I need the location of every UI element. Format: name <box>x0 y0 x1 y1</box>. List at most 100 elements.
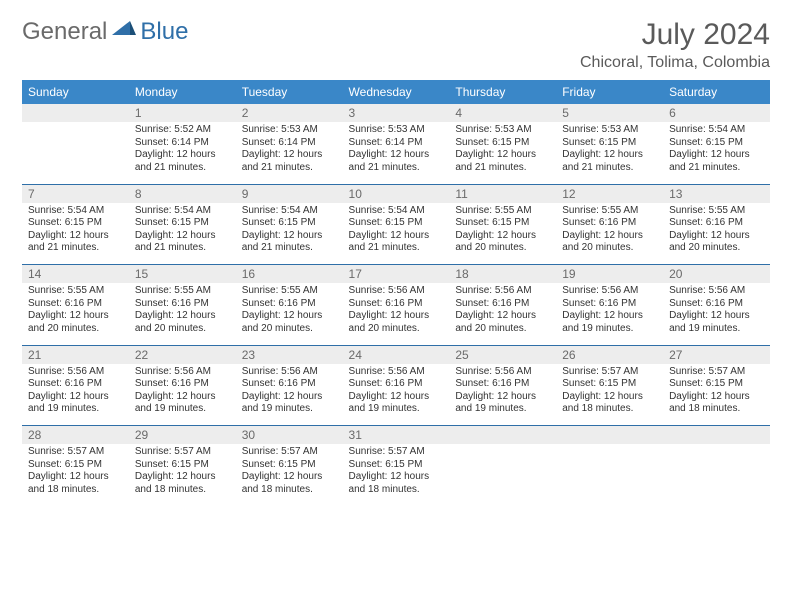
day-number-cell <box>449 426 556 445</box>
weekday-header: Monday <box>129 80 236 104</box>
day-number-cell <box>663 426 770 445</box>
day-content-cell: Sunrise: 5:57 AMSunset: 6:15 PMDaylight:… <box>343 444 450 506</box>
sunset-text: Sunset: 6:15 PM <box>349 217 444 230</box>
sunrise-text: Sunrise: 5:56 AM <box>455 285 550 298</box>
day-content-cell: Sunrise: 5:56 AMSunset: 6:16 PMDaylight:… <box>343 283 450 345</box>
day-content-cell: Sunrise: 5:54 AMSunset: 6:15 PMDaylight:… <box>663 122 770 184</box>
sunset-text: Sunset: 6:16 PM <box>349 298 444 311</box>
brand-part1: General <box>22 18 107 46</box>
day-content-cell: Sunrise: 5:55 AMSunset: 6:16 PMDaylight:… <box>236 283 343 345</box>
day-number-cell: 20 <box>663 265 770 284</box>
daylight-text: Daylight: 12 hours and 20 minutes. <box>349 310 444 335</box>
sunrise-text: Sunrise: 5:54 AM <box>669 124 764 137</box>
day-content-cell: Sunrise: 5:57 AMSunset: 6:15 PMDaylight:… <box>129 444 236 506</box>
day-content-cell: Sunrise: 5:56 AMSunset: 6:16 PMDaylight:… <box>343 364 450 426</box>
sunrise-text: Sunrise: 5:55 AM <box>135 285 230 298</box>
daylight-text: Daylight: 12 hours and 19 minutes. <box>242 391 337 416</box>
day-number-cell: 22 <box>129 345 236 364</box>
sunrise-text: Sunrise: 5:53 AM <box>562 124 657 137</box>
daylight-text: Daylight: 12 hours and 21 minutes. <box>135 149 230 174</box>
sunset-text: Sunset: 6:15 PM <box>135 217 230 230</box>
sunrise-text: Sunrise: 5:54 AM <box>242 205 337 218</box>
day-number-cell: 13 <box>663 184 770 203</box>
day-number-cell: 12 <box>556 184 663 203</box>
day-content-cell: Sunrise: 5:55 AMSunset: 6:16 PMDaylight:… <box>22 283 129 345</box>
day-content-cell <box>663 444 770 506</box>
day-number-cell: 24 <box>343 345 450 364</box>
weekday-header: Sunday <box>22 80 129 104</box>
day-number-cell: 17 <box>343 265 450 284</box>
day-content-cell: Sunrise: 5:53 AMSunset: 6:14 PMDaylight:… <box>343 122 450 184</box>
sunrise-text: Sunrise: 5:56 AM <box>562 285 657 298</box>
day-number-cell: 3 <box>343 104 450 122</box>
sunset-text: Sunset: 6:15 PM <box>562 378 657 391</box>
day-content-row: Sunrise: 5:56 AMSunset: 6:16 PMDaylight:… <box>22 364 770 426</box>
sunset-text: Sunset: 6:16 PM <box>135 298 230 311</box>
sunset-text: Sunset: 6:15 PM <box>669 137 764 150</box>
day-number-row: 123456 <box>22 104 770 122</box>
day-content-cell: Sunrise: 5:55 AMSunset: 6:16 PMDaylight:… <box>663 203 770 265</box>
calendar-table: SundayMondayTuesdayWednesdayThursdayFrid… <box>22 80 770 506</box>
day-number-cell: 18 <box>449 265 556 284</box>
day-content-cell: Sunrise: 5:57 AMSunset: 6:15 PMDaylight:… <box>556 364 663 426</box>
day-number-cell: 10 <box>343 184 450 203</box>
sunrise-text: Sunrise: 5:57 AM <box>28 446 123 459</box>
sunrise-text: Sunrise: 5:54 AM <box>28 205 123 218</box>
sunrise-text: Sunrise: 5:55 AM <box>455 205 550 218</box>
day-content-cell: Sunrise: 5:56 AMSunset: 6:16 PMDaylight:… <box>22 364 129 426</box>
day-number-cell: 26 <box>556 345 663 364</box>
sunset-text: Sunset: 6:15 PM <box>135 459 230 472</box>
page-header: General Blue July 2024 Chicoral, Tolima,… <box>22 18 770 72</box>
daylight-text: Daylight: 12 hours and 19 minutes. <box>135 391 230 416</box>
day-content-cell: Sunrise: 5:57 AMSunset: 6:15 PMDaylight:… <box>236 444 343 506</box>
sunset-text: Sunset: 6:16 PM <box>562 298 657 311</box>
day-number-cell: 7 <box>22 184 129 203</box>
calendar-header-row: SundayMondayTuesdayWednesdayThursdayFrid… <box>22 80 770 104</box>
sunrise-text: Sunrise: 5:55 AM <box>28 285 123 298</box>
day-content-cell: Sunrise: 5:56 AMSunset: 6:16 PMDaylight:… <box>449 364 556 426</box>
day-content-cell: Sunrise: 5:56 AMSunset: 6:16 PMDaylight:… <box>449 283 556 345</box>
daylight-text: Daylight: 12 hours and 20 minutes. <box>242 310 337 335</box>
sunset-text: Sunset: 6:15 PM <box>28 459 123 472</box>
day-content-cell: Sunrise: 5:56 AMSunset: 6:16 PMDaylight:… <box>556 283 663 345</box>
sunset-text: Sunset: 6:16 PM <box>28 298 123 311</box>
month-title: July 2024 <box>580 18 770 52</box>
daylight-text: Daylight: 12 hours and 19 minutes. <box>562 310 657 335</box>
day-content-cell: Sunrise: 5:57 AMSunset: 6:15 PMDaylight:… <box>22 444 129 506</box>
sunset-text: Sunset: 6:14 PM <box>349 137 444 150</box>
day-number-cell: 21 <box>22 345 129 364</box>
sunrise-text: Sunrise: 5:55 AM <box>669 205 764 218</box>
sunset-text: Sunset: 6:16 PM <box>562 217 657 230</box>
daylight-text: Daylight: 12 hours and 18 minutes. <box>28 471 123 496</box>
sunset-text: Sunset: 6:16 PM <box>28 378 123 391</box>
sunrise-text: Sunrise: 5:56 AM <box>349 285 444 298</box>
sunset-text: Sunset: 6:15 PM <box>669 378 764 391</box>
day-content-cell: Sunrise: 5:54 AMSunset: 6:15 PMDaylight:… <box>343 203 450 265</box>
daylight-text: Daylight: 12 hours and 21 minutes. <box>242 230 337 255</box>
sunrise-text: Sunrise: 5:57 AM <box>135 446 230 459</box>
sunrise-text: Sunrise: 5:57 AM <box>242 446 337 459</box>
day-number-cell <box>556 426 663 445</box>
logo-mark-icon <box>112 18 136 46</box>
daylight-text: Daylight: 12 hours and 19 minutes. <box>455 391 550 416</box>
day-number-row: 21222324252627 <box>22 345 770 364</box>
daylight-text: Daylight: 12 hours and 21 minutes. <box>242 149 337 174</box>
day-content-cell <box>556 444 663 506</box>
day-number-cell: 2 <box>236 104 343 122</box>
day-content-cell: Sunrise: 5:52 AMSunset: 6:14 PMDaylight:… <box>129 122 236 184</box>
sunrise-text: Sunrise: 5:53 AM <box>455 124 550 137</box>
day-number-cell <box>22 104 129 122</box>
day-number-cell: 14 <box>22 265 129 284</box>
sunrise-text: Sunrise: 5:57 AM <box>669 366 764 379</box>
day-number-cell: 29 <box>129 426 236 445</box>
sunset-text: Sunset: 6:14 PM <box>135 137 230 150</box>
daylight-text: Daylight: 12 hours and 20 minutes. <box>28 310 123 335</box>
sunset-text: Sunset: 6:15 PM <box>242 459 337 472</box>
daylight-text: Daylight: 12 hours and 19 minutes. <box>669 310 764 335</box>
day-content-row: Sunrise: 5:54 AMSunset: 6:15 PMDaylight:… <box>22 203 770 265</box>
daylight-text: Daylight: 12 hours and 20 minutes. <box>455 230 550 255</box>
sunset-text: Sunset: 6:15 PM <box>242 217 337 230</box>
day-number-cell: 25 <box>449 345 556 364</box>
sunrise-text: Sunrise: 5:52 AM <box>135 124 230 137</box>
weekday-header: Tuesday <box>236 80 343 104</box>
